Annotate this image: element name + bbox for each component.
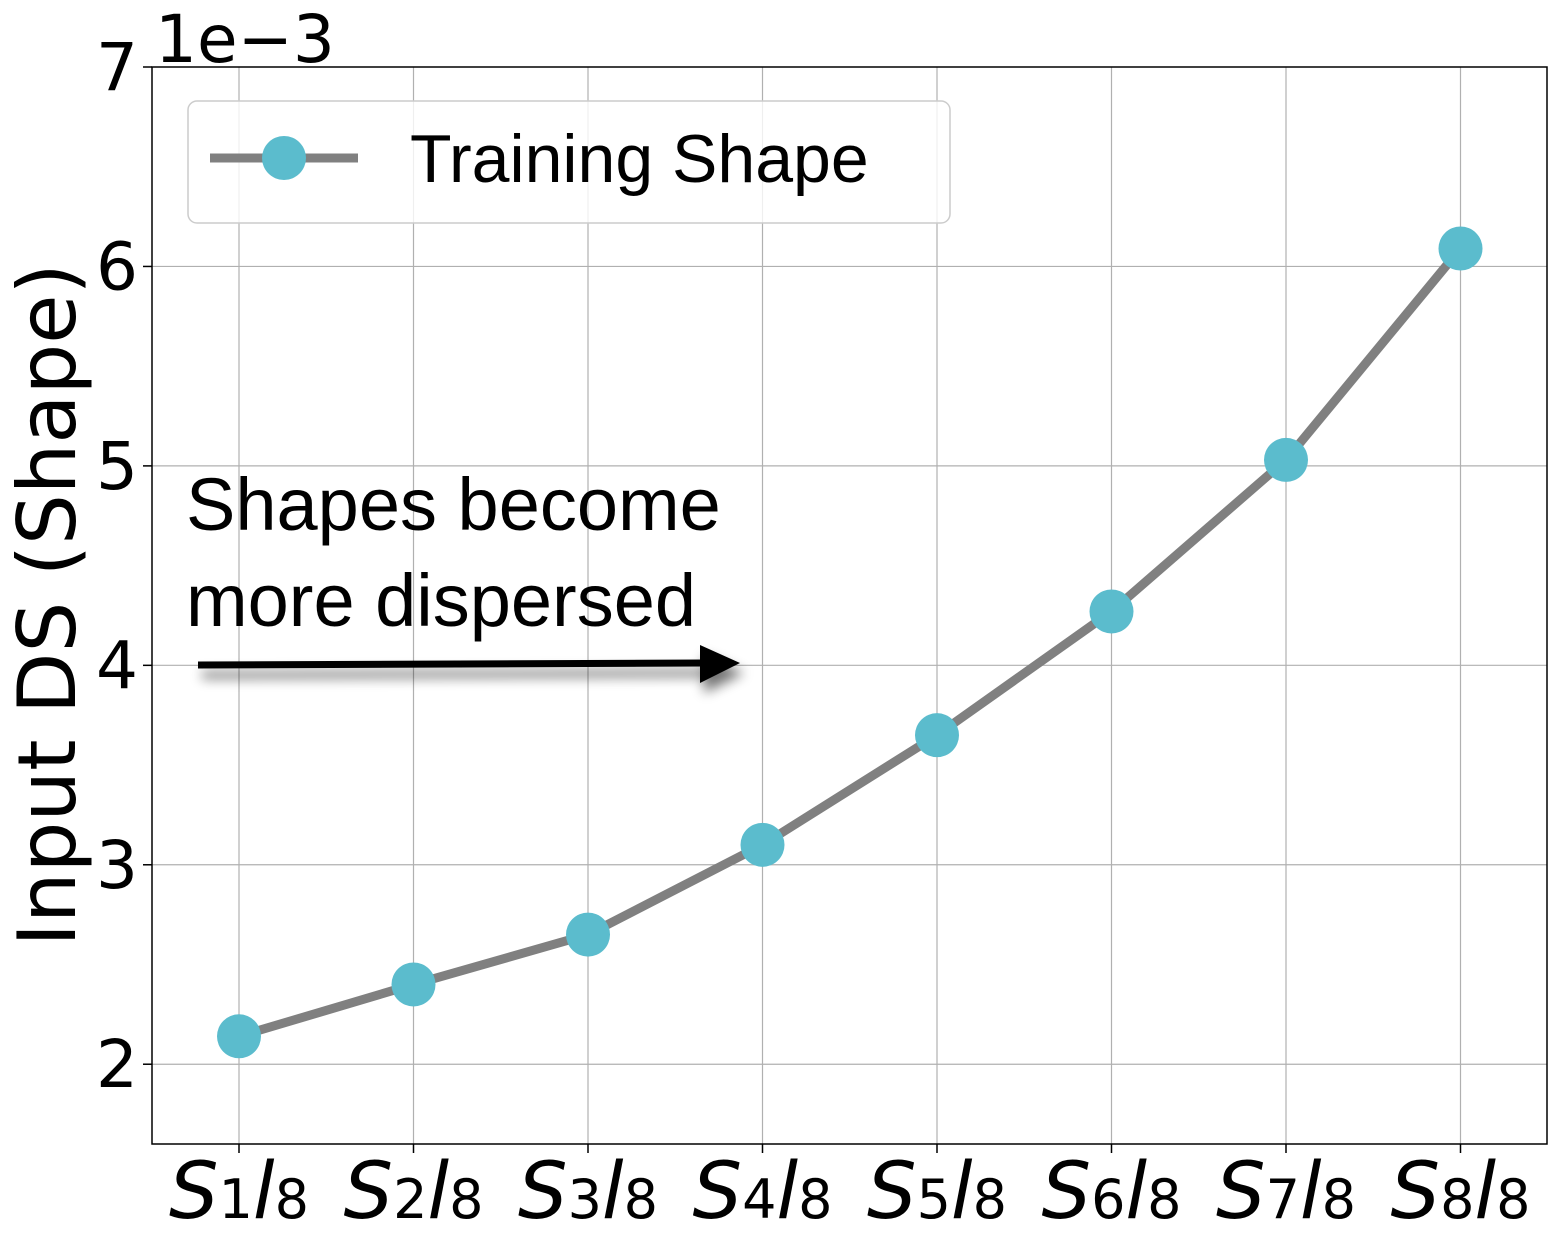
y-tick-label: 3 (96, 827, 138, 904)
data-point (1264, 437, 1308, 482)
y-tick-label: 5 (96, 428, 138, 505)
y-axis-ticks: 2 3 4 5 6 7 (96, 29, 152, 1103)
x-tick-label-l: l (776, 1147, 798, 1237)
legend-box (187, 100, 951, 224)
x-tick-label-l-index: 8 (624, 1168, 658, 1231)
y-tick-label: 7 (96, 29, 138, 106)
x-tick-label: S2l8 (344, 1147, 484, 1237)
x-tick-label-s-index: 4 (742, 1168, 776, 1231)
plot-frame (151, 66, 1548, 1145)
x-tick-label-s: S (1042, 1147, 1092, 1237)
x-tick-label-l: l (951, 1147, 973, 1237)
x-tick-label-l: l (427, 1147, 449, 1237)
x-tick-label-s-index: 5 (917, 1168, 951, 1231)
x-tick-label-s: S (1216, 1147, 1266, 1237)
x-tick-label-s-index: 3 (568, 1168, 602, 1231)
data-point (1089, 589, 1134, 634)
x-tick-label-l-index: 8 (1322, 1168, 1356, 1231)
series-line (237, 245, 1464, 1041)
legend-label: Training Shape (410, 121, 869, 197)
data-point (915, 713, 959, 758)
x-tick-label-l: l (602, 1147, 624, 1237)
x-tick-label-l-index: 8 (973, 1168, 1007, 1231)
x-tick-label-l-index: 8 (449, 1168, 483, 1231)
x-tick-label: S1l8 (169, 1147, 309, 1237)
y-tick-label: 2 (96, 1026, 138, 1103)
annotation-arrow (197, 645, 740, 683)
y-tick-label: 4 (96, 627, 138, 704)
data-point (391, 962, 436, 1007)
x-tick-label-s-index: 8 (1440, 1168, 1474, 1231)
x-tick-label-l: l (1300, 1147, 1322, 1237)
data-point (1438, 226, 1483, 271)
x-tick-label: S6l8 (1042, 1147, 1182, 1237)
x-tick-label-l-index: 8 (798, 1168, 832, 1231)
y-axis-label: Input DS (Shape) (1, 263, 94, 946)
y-tick-label: 6 (96, 228, 138, 305)
x-tick-label: S5l8 (867, 1147, 1007, 1237)
data-point (740, 822, 785, 867)
annotation-line-2: more dispersed (186, 559, 696, 642)
legend-marker-swatch (262, 136, 306, 180)
x-tick-label-s: S (1391, 1147, 1441, 1237)
x-tick-label-l-index: 8 (1496, 1168, 1530, 1231)
x-tick-label-s: S (169, 1147, 219, 1237)
x-tick-label: S7l8 (1216, 1147, 1356, 1237)
annotation: Shapes become more dispersed (186, 463, 740, 683)
x-tick-label: S8l8 (1391, 1147, 1531, 1237)
x-tick-label-s: S (518, 1147, 568, 1237)
x-tick-label: S3l8 (518, 1147, 658, 1237)
x-tick-label-s: S (344, 1147, 394, 1237)
x-tick-label-l: l (1474, 1147, 1496, 1237)
x-tick-label-s: S (867, 1147, 917, 1237)
annotation-line-1: Shapes become (186, 463, 721, 546)
x-tick-label-s-index: 2 (393, 1168, 427, 1231)
x-tick-label-s-index: 6 (1091, 1168, 1125, 1231)
x-tick-label-l: l (1125, 1147, 1147, 1237)
x-tick-label-s: S (693, 1147, 743, 1237)
x-tick-label-l-index: 8 (1147, 1168, 1181, 1231)
y-axis-offset-label: 1e−3 (155, 1, 335, 78)
x-tick-label-l-index: 8 (275, 1168, 309, 1231)
data-point (217, 1014, 261, 1059)
x-tick-label: S4l8 (693, 1147, 833, 1237)
x-axis-ticks: S1l8 S2l8 S3l8 S4l8 S5l8 S6l8 S7l8 S8l8 (169, 1144, 1530, 1237)
series-training-shape (217, 226, 1483, 1059)
legend: Training Shape (187, 100, 951, 224)
data-point (566, 912, 610, 957)
x-tick-label-s-index: 1 (219, 1168, 253, 1231)
x-tick-label-l: l (253, 1147, 275, 1237)
x-tick-label-s-index: 7 (1266, 1168, 1300, 1231)
